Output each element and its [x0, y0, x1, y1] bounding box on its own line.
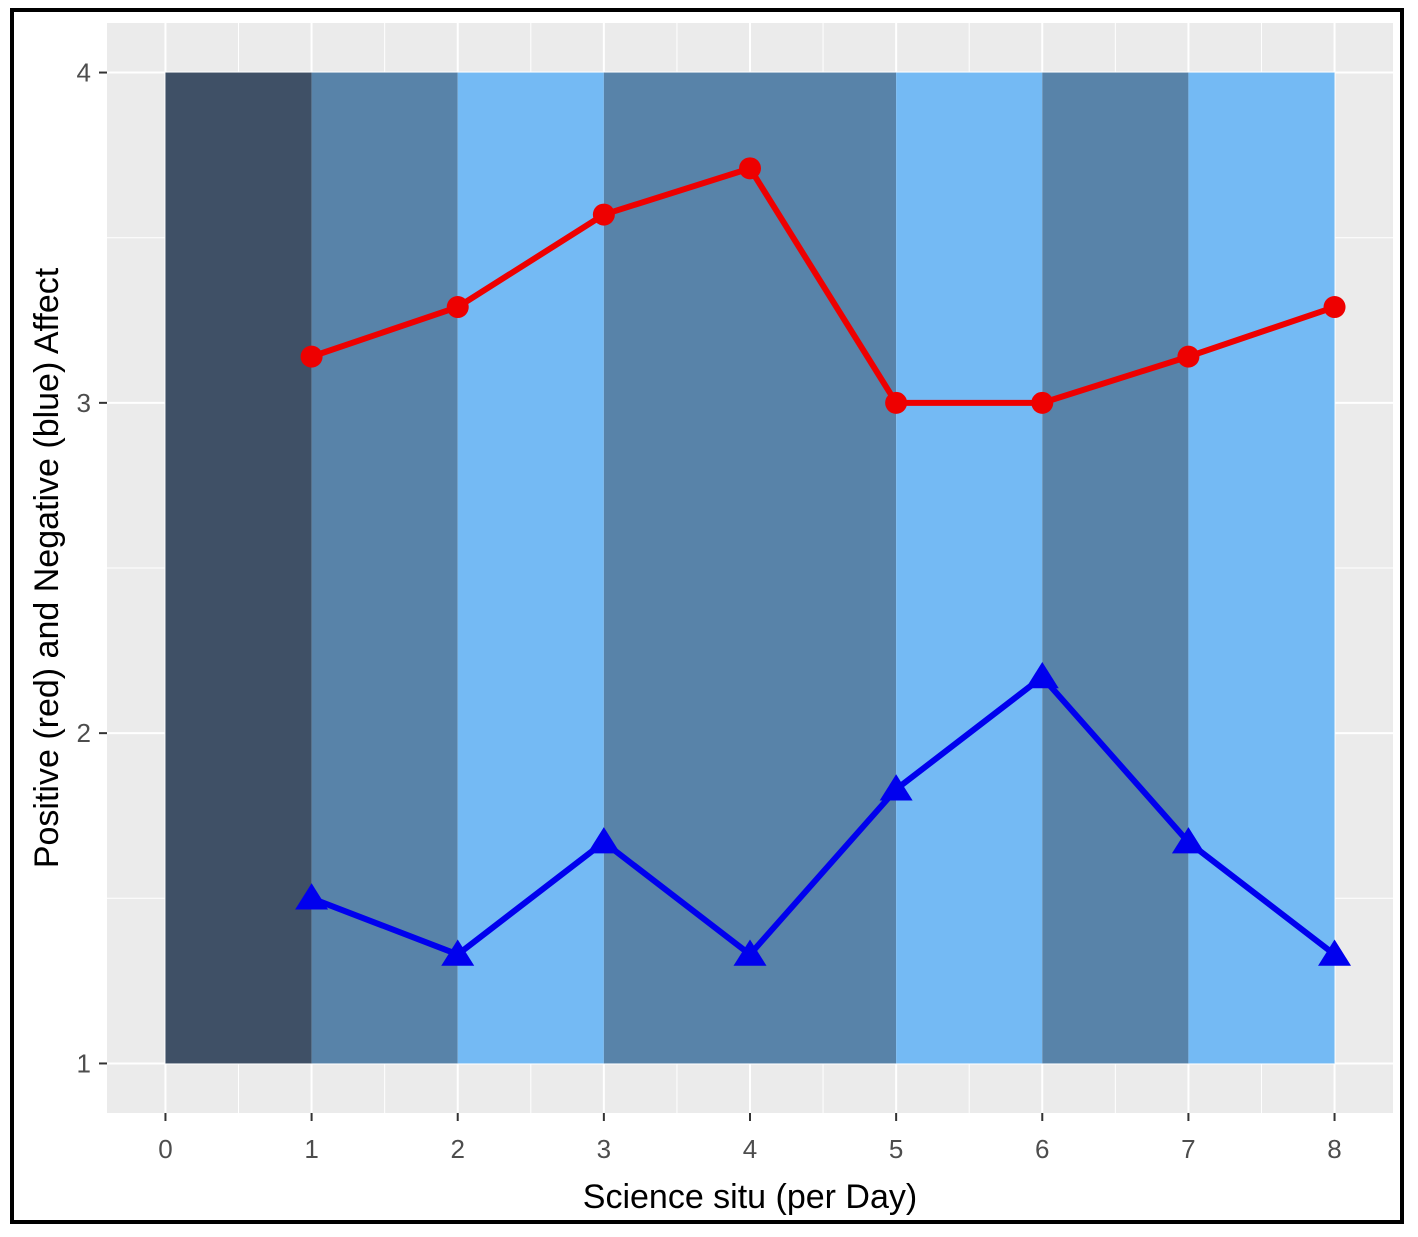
- x-tick-label: 5: [889, 1134, 903, 1164]
- data-point: [885, 391, 908, 414]
- data-point: [587, 827, 621, 854]
- chart-frame: 0 1 2 3 4 5 6 7 8 1 2 3 4 Science situ (per Day) Pos…: [10, 8, 1404, 1224]
- x-axis-title: Science situ (per Day): [583, 1178, 917, 1216]
- background-band: [1042, 72, 1189, 1064]
- data-point: [592, 203, 615, 226]
- x-tick-label: 8: [1327, 1134, 1341, 1164]
- x-tick-label: 0: [158, 1134, 172, 1164]
- data-point: [300, 345, 323, 368]
- data-point: [1318, 939, 1352, 966]
- series-line: [310, 165, 1336, 406]
- data-point: [1031, 391, 1054, 414]
- x-tick-label: 3: [597, 1134, 611, 1164]
- background-band: [1188, 72, 1335, 1064]
- data-point: [739, 157, 761, 180]
- data-point: [733, 939, 767, 966]
- y-tick-label: 1: [77, 1048, 91, 1078]
- y-axis-title: Positive (red) and Negative (blue) Affec…: [28, 267, 66, 868]
- background-band: [603, 72, 897, 1064]
- y-tick-label: 4: [77, 58, 91, 88]
- data-point: [1323, 296, 1346, 319]
- line-chart: 0 1 2 3 4 5 6 7 8 1 2 3 4 Science situ (per Day) Pos…: [28, 23, 1393, 1216]
- x-tick-label: 6: [1035, 1134, 1049, 1164]
- data-point: [1177, 345, 1200, 368]
- data-point: [441, 939, 475, 966]
- data-point: [1171, 827, 1205, 854]
- x-tick-label: 2: [450, 1134, 464, 1164]
- background-band: [311, 72, 458, 1064]
- x-tick-label: 7: [1181, 1134, 1195, 1164]
- data-point: [879, 774, 913, 801]
- background-band: [896, 72, 1043, 1064]
- x-tick-label: 4: [743, 1134, 757, 1164]
- background-band: [165, 72, 312, 1064]
- series-layer: [295, 157, 1352, 966]
- y-tick-label: 2: [77, 718, 91, 748]
- y-tick-label: 3: [77, 388, 91, 418]
- series-line: [310, 674, 1337, 958]
- background-bands: [165, 72, 1335, 1064]
- background-band: [457, 72, 604, 1064]
- x-tick-label: 1: [304, 1134, 318, 1164]
- axes: 0 1 2 3 4 5 6 7 8 1 2 3 4: [77, 58, 1342, 1164]
- data-point: [1025, 662, 1059, 689]
- data-point: [446, 296, 469, 319]
- data-point: [295, 883, 329, 910]
